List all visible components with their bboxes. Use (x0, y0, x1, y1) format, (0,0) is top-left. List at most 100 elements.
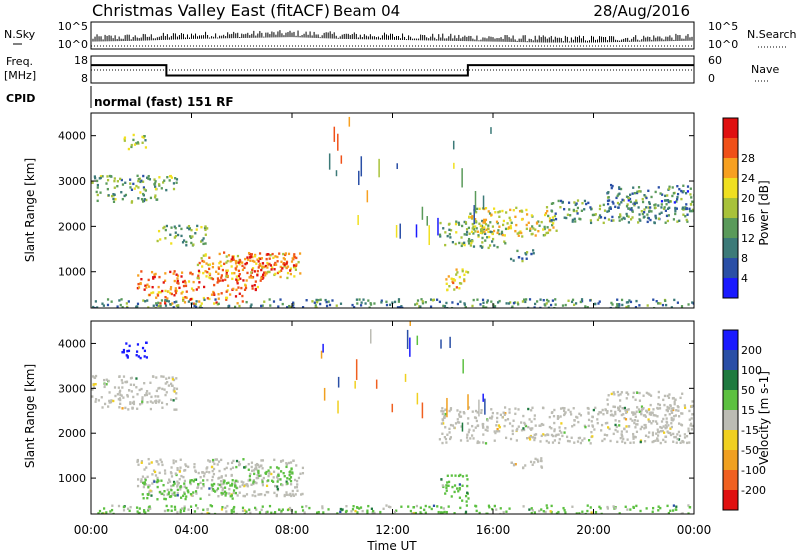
velocity-cell (129, 402, 132, 406)
power-cell (598, 207, 602, 211)
velocity-cell (222, 482, 225, 486)
power-cell (192, 302, 195, 305)
velocity-cell (176, 488, 179, 492)
velocity-cell (301, 505, 304, 509)
velocity-cell (135, 377, 138, 380)
velocity-cell (523, 421, 526, 425)
power-cell (96, 306, 99, 308)
power-cell (248, 276, 251, 279)
power-cell (214, 298, 217, 301)
velocity-cell (441, 432, 444, 436)
velocity-cell (458, 413, 461, 416)
velocity-cell (387, 505, 391, 508)
velocity-cell (571, 425, 574, 428)
power-cell (285, 260, 289, 264)
power-cell (324, 298, 327, 302)
velocity-cell (136, 460, 139, 463)
velocity-cell (150, 395, 153, 399)
velocity-cell (135, 350, 139, 353)
power-cell (235, 278, 238, 281)
power-cell (202, 242, 205, 246)
velocity-cell (542, 433, 545, 436)
velocity-cell (208, 512, 211, 514)
velocity-cell (446, 433, 449, 436)
power-cell (230, 265, 233, 268)
velocity-cell (603, 437, 606, 441)
velocity-cell (208, 460, 211, 463)
power-cell (331, 299, 334, 302)
velocity-cell (645, 507, 648, 510)
velocity-cell (643, 440, 647, 443)
power-cell (439, 235, 442, 238)
velocity-cell (666, 430, 669, 433)
velocity-cell (183, 505, 186, 508)
velocity-cell (182, 475, 185, 479)
power-cell (478, 207, 481, 211)
power-cell (234, 259, 237, 263)
velocity-cell (465, 500, 468, 503)
nsky-label: N.Sky (4, 28, 36, 41)
velocity-cell (233, 505, 236, 509)
power-cell (261, 277, 264, 280)
power-cell (268, 257, 271, 260)
velocity-cell (576, 440, 580, 443)
velocity-cell (158, 491, 161, 494)
velocity-cell (235, 512, 238, 514)
velocity-cell (538, 509, 541, 513)
power-cell (527, 306, 530, 308)
power-cell (393, 300, 397, 304)
velocity-cell (657, 430, 660, 434)
velocity-cell (554, 434, 557, 438)
velocity-cell (140, 478, 143, 481)
power-cell (531, 225, 534, 228)
power-cell (263, 300, 266, 303)
velocity-cell (589, 442, 592, 445)
power-cell (270, 268, 273, 271)
power-cell (174, 289, 177, 293)
velocity-cell (444, 437, 448, 441)
velocity-cell (253, 490, 256, 494)
velocity-heatmap (91, 321, 694, 514)
power-cell (187, 224, 191, 228)
velocity-cell (269, 466, 272, 469)
power-cell (200, 257, 203, 260)
power-cell (501, 233, 504, 237)
power-cell (164, 302, 167, 305)
power-cell (130, 201, 133, 204)
velocity-cell (539, 440, 542, 443)
velocity-cell-streak (355, 359, 358, 380)
velocity-cell (650, 411, 653, 414)
power-cell (484, 306, 487, 308)
power-cell (173, 225, 176, 228)
velocity-cell (549, 510, 552, 513)
velocity-cell (265, 490, 268, 494)
velocity-cell (238, 491, 241, 494)
velocity-cell (289, 508, 293, 512)
velocity-cell (579, 414, 583, 417)
velocity-cell (169, 398, 173, 401)
power-cell (494, 211, 497, 214)
velocity-cell (109, 400, 113, 404)
velocity-cell (480, 411, 483, 415)
velocity-cell (122, 505, 125, 509)
power-cell (589, 219, 592, 222)
velocity-cell (474, 416, 478, 420)
power-cell (554, 217, 558, 221)
power-cell (470, 241, 473, 245)
velocity-cell (291, 471, 294, 474)
velocity-cell (616, 440, 619, 444)
power-cell (202, 296, 205, 300)
velocity-colorbar-swatch (723, 410, 738, 430)
velocity-cell (173, 387, 176, 390)
power-cell (579, 218, 582, 221)
power-cell (684, 206, 687, 209)
velocity-cell (199, 497, 202, 500)
velocity-cell (183, 507, 186, 510)
power-cell (550, 210, 554, 213)
power-cell (158, 184, 161, 187)
power-cell (132, 133, 135, 137)
velocity-cell (672, 509, 675, 512)
power-cell (286, 271, 290, 275)
velocity-cell (457, 490, 460, 493)
velocity-cell (148, 392, 151, 395)
